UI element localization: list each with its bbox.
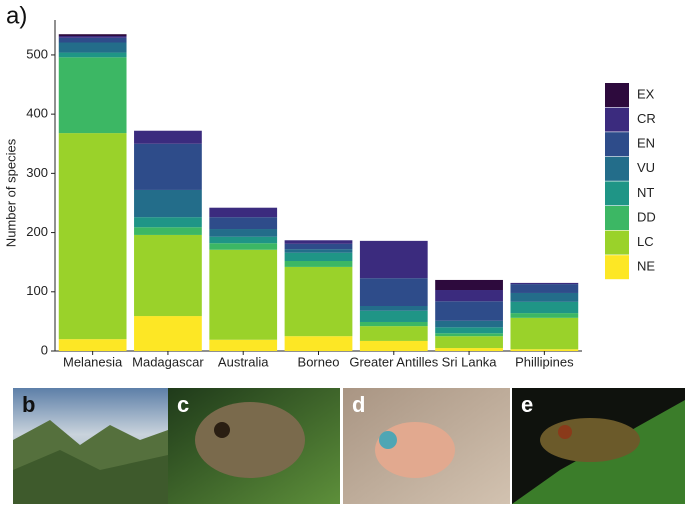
x-tick-label: Melanesia: [63, 354, 123, 369]
bar-segment: [435, 336, 503, 349]
x-tick-label: Australia: [218, 354, 269, 369]
bar-segment: [209, 243, 278, 250]
bar-segment: [58, 52, 127, 58]
bar-segment: [284, 249, 353, 253]
panel-label: a): [6, 2, 27, 29]
bar-segment: [359, 321, 428, 327]
legend-label: DD: [637, 209, 656, 224]
bar-segment: [359, 340, 428, 351]
bar-segment: [134, 217, 202, 228]
bar-segment: [58, 34, 127, 36]
bar-segment: [435, 290, 503, 302]
legend-swatch: [605, 132, 629, 157]
bar-segment: [284, 336, 353, 351]
bar-segment: [134, 143, 202, 190]
legend-label: VU: [637, 160, 655, 175]
bar-segment: [58, 37, 127, 43]
x-tick-label: Sri Lanka: [442, 354, 498, 369]
bar-segment: [209, 207, 278, 218]
bar-segment: [209, 339, 278, 351]
panel-label: d: [352, 392, 365, 417]
bar-segment: [284, 260, 353, 267]
y-tick-label: 300: [26, 165, 48, 180]
legend-label: NT: [637, 185, 654, 200]
x-tick-label: Madagascar: [132, 354, 204, 369]
bar-segment: [510, 313, 579, 318]
y-axis-label: Number of species: [3, 138, 18, 247]
legend-swatch: [605, 107, 629, 132]
bar-segment: [58, 42, 127, 53]
x-tick-label: Phillipines: [515, 354, 574, 369]
bar-segment: [209, 217, 278, 230]
y-tick-label: 0: [41, 342, 48, 357]
legend-label: EN: [637, 136, 655, 151]
bar-segment: [359, 310, 428, 322]
panel-label: c: [177, 392, 189, 417]
legend-swatch: [605, 83, 629, 107]
y-tick-label: 400: [26, 106, 48, 121]
bar-segment: [510, 284, 579, 293]
bar-segment: [134, 130, 202, 144]
y-tick-label: 200: [26, 224, 48, 239]
photo-b: b: [13, 388, 168, 504]
legend-label: EX: [637, 86, 655, 101]
bar-segment: [58, 57, 127, 134]
bar-segment: [510, 282, 579, 285]
bar-segment: [58, 339, 127, 351]
bar-segment: [58, 35, 127, 38]
legend-swatch: [605, 206, 629, 230]
bar-segment: [359, 240, 428, 279]
bar-segment: [510, 349, 579, 351]
panel-label: e: [521, 392, 533, 417]
bar-segment: [510, 317, 579, 350]
bar-segment: [134, 316, 202, 351]
bar-segment: [435, 279, 503, 291]
bar-segment: [435, 348, 503, 351]
bar-segment: [134, 227, 202, 235]
bar-segment: [510, 301, 579, 314]
bar-segment: [209, 229, 278, 237]
bar-segment: [359, 305, 428, 311]
photo-d: d: [343, 388, 510, 504]
bar-segment: [209, 249, 278, 340]
panel-label: b: [22, 392, 35, 417]
bar-segment: [435, 327, 503, 334]
bar-segment: [284, 266, 353, 337]
y-tick-label: 500: [26, 46, 48, 61]
bar-segment: [58, 133, 127, 340]
y-tick-label: 100: [26, 283, 48, 298]
x-tick-label: Borneo: [298, 354, 340, 369]
bar-segment: [134, 234, 202, 317]
bar-segment: [284, 240, 353, 244]
x-tick-label: Greater Antilles: [349, 354, 438, 369]
photo-e: e: [512, 388, 685, 504]
legend-swatch: [605, 230, 629, 255]
photo-c: c: [168, 388, 340, 504]
legend-swatch: [605, 255, 629, 280]
bar-segment: [284, 252, 353, 261]
bar-segment: [435, 301, 503, 321]
bar-segment: [134, 189, 202, 218]
bar-segment: [510, 292, 579, 302]
bar-segment: [284, 243, 353, 250]
legend-label: CR: [637, 111, 656, 126]
bar-segment: [359, 278, 428, 306]
bar-segment: [435, 320, 503, 328]
bar-segment: [435, 333, 503, 337]
bar-segment: [359, 326, 428, 341]
legend-swatch: [605, 156, 629, 181]
legend-label: NE: [637, 259, 655, 274]
legend-swatch: [605, 181, 629, 206]
bar-segment: [209, 236, 278, 244]
legend-label: LC: [637, 234, 654, 249]
plot: 0 100 200 300 400 500 Melanesia Madagascar Austr…: [26, 34, 656, 369]
